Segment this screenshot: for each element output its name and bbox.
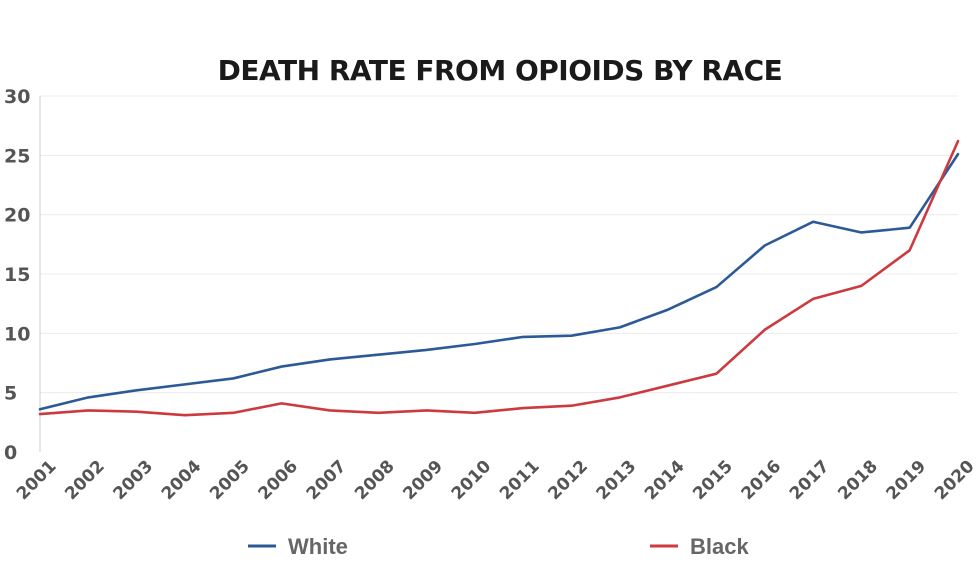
series-line-white bbox=[38, 152, 960, 411]
x-tick-label: 2018 bbox=[834, 457, 882, 505]
series-line-black bbox=[38, 139, 960, 417]
y-tick-label: 25 bbox=[4, 145, 30, 167]
y-tick-label: 0 bbox=[4, 442, 17, 464]
grid bbox=[40, 95, 958, 394]
x-tick-label: 2012 bbox=[544, 457, 592, 505]
y-tick-label: 10 bbox=[4, 323, 30, 345]
x-tick-label: 2009 bbox=[399, 457, 447, 505]
x-tick-label: 2007 bbox=[303, 457, 351, 505]
x-tick-label: 2019 bbox=[883, 457, 931, 505]
x-tick-label: 2001 bbox=[13, 457, 61, 505]
x-tick-label: 2014 bbox=[641, 456, 689, 504]
x-tick-label: 2020 bbox=[931, 456, 977, 504]
x-tick-label: 2011 bbox=[496, 457, 544, 505]
chart-title: DEATH RATE FROM OPIOIDS BY RACE bbox=[218, 54, 783, 87]
y-axis-ticks: 0 5 10 15 20 25 30 bbox=[4, 86, 30, 464]
legend-label-black: Black bbox=[690, 534, 749, 559]
x-tick-label: 2016 bbox=[738, 457, 786, 505]
x-tick-label: 2003 bbox=[110, 457, 158, 505]
x-tick-label: 2017 bbox=[786, 457, 834, 505]
legend-label-white: White bbox=[288, 534, 348, 559]
y-tick-label: 15 bbox=[4, 264, 30, 286]
x-tick-label: 2002 bbox=[61, 457, 109, 505]
x-tick-label: 2008 bbox=[351, 457, 399, 505]
x-tick-label: 2013 bbox=[593, 457, 641, 505]
y-tick-label: 5 bbox=[4, 383, 17, 405]
x-tick-label: 2006 bbox=[254, 457, 302, 505]
y-tick-label: 20 bbox=[4, 205, 30, 227]
x-axis-ticks: 2001 2002 2003 2004 2005 2006 2007 2008 2009 2010… bbox=[13, 456, 977, 504]
x-tick-label: 2010 bbox=[448, 456, 496, 504]
x-tick-label: 2004 bbox=[158, 456, 206, 504]
series-lines bbox=[38, 139, 960, 417]
x-tick-label: 2005 bbox=[206, 457, 254, 505]
y-tick-label: 30 bbox=[4, 86, 30, 108]
legend: White Black bbox=[248, 534, 749, 559]
x-tick-label: 2015 bbox=[689, 457, 737, 505]
